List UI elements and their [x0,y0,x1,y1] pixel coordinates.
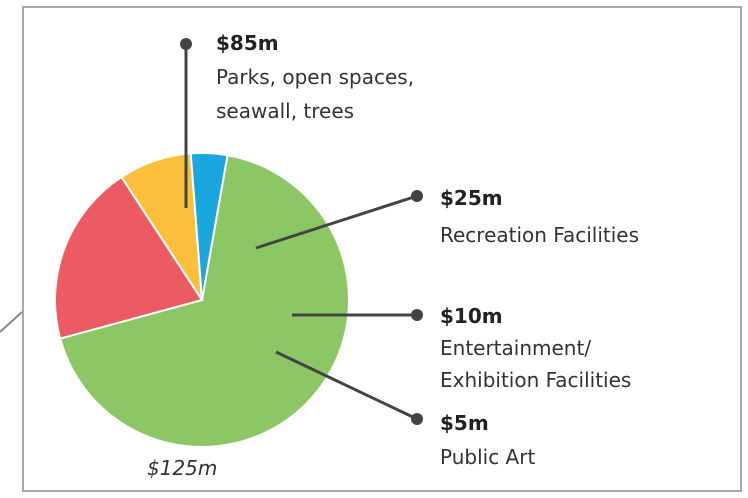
slice-description-label: seawall, trees [216,99,354,123]
slice-description-label: Public Art [440,445,535,469]
leader-dot-4 [411,413,423,425]
connector-line [0,311,23,333]
slice-description-label: Entertainment/ [440,336,591,360]
slice-description-label: Parks, open spaces, [216,65,414,89]
slice-amount-label: $10m [440,304,503,328]
leader-lines [180,38,423,425]
leader-dot-3 [411,309,423,321]
leader-line-4 [275,350,418,421]
pie-slice-1 [58,154,350,448]
slice-amount-label: $5m [440,411,489,435]
pie-slice-4 [189,152,229,301]
leader-line-2 [255,194,418,250]
pie-slice-2 [54,175,204,340]
slice-amount-label: $25m [440,186,503,210]
pie-slices [54,152,350,448]
slice-description-label: Exhibition Facilities [440,368,631,392]
leader-dot-2 [411,190,423,202]
leader-dot-1 [180,38,192,50]
slice-amount-label: $85m [216,31,279,55]
total-label: $125m [147,456,217,480]
slice-labels: $85m Parks, open spaces, seawall, trees $25… [216,31,639,469]
slice-description-label: Recreation Facilities [440,223,639,247]
